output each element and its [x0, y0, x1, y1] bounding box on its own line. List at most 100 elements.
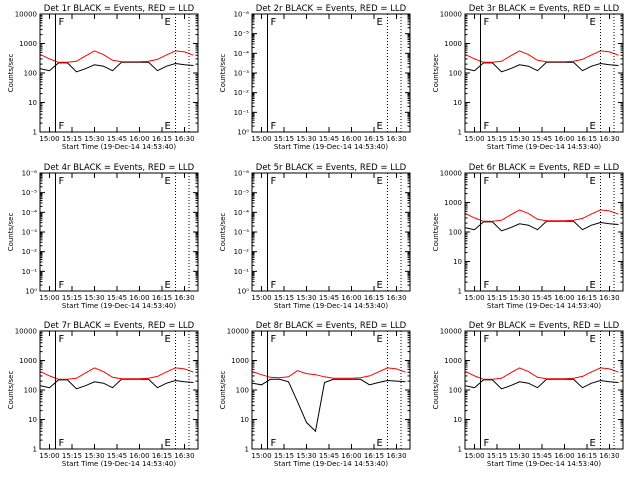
marker-label: E: [590, 121, 596, 132]
x-tick-label: 16:15: [364, 294, 384, 302]
y-tick-label: 10⁻¹: [234, 109, 250, 117]
marker-label: F: [484, 176, 490, 187]
x-tick-label: 16:00: [129, 135, 149, 143]
plot-frame: [251, 13, 411, 133]
x-tick-label: 16:30: [174, 294, 194, 302]
y-tick-label: 10000: [15, 328, 37, 336]
marker-label: F: [59, 121, 65, 132]
x-axis-label: Start Time (19-Dec-14 14:53:40): [274, 302, 388, 310]
y-tick-label: 10000: [15, 11, 37, 19]
y-tick-label: 10: [28, 416, 37, 424]
marker-label: F: [59, 176, 65, 187]
plot-frame: [251, 172, 411, 292]
marker-label: E: [377, 334, 383, 345]
y-tick-label: 1000: [231, 357, 249, 365]
panel-5: Det 5r BLACK = Events, RED = LLD 10⁰ 10⁻¹ 1…: [219, 163, 411, 310]
y-tick-label: 10000: [227, 328, 249, 336]
x-tick-label: 16:30: [386, 452, 406, 460]
x-tick-label: 15:45: [319, 452, 339, 460]
plot-frame: [464, 13, 624, 133]
marker-label: E: [165, 176, 171, 187]
panel-9: Det 9r BLACK = Events, RED = LLD 1 10 100 10…: [432, 321, 624, 468]
y-tick-label: 10000: [440, 328, 462, 336]
marker-label: E: [590, 176, 596, 187]
x-tick-label: 15:45: [532, 135, 552, 143]
y-tick-label: 1: [458, 446, 462, 454]
x-tick-label: 15:45: [107, 135, 127, 143]
marker-label: E: [165, 334, 171, 345]
marker-label: F: [59, 334, 65, 345]
marker-label: F: [59, 17, 65, 28]
y-tick-label: 10: [240, 416, 249, 424]
y-axis-label: Counts/sec: [432, 371, 440, 410]
x-tick-label: 16:15: [577, 135, 597, 143]
x-tick-label: 15:15: [62, 452, 82, 460]
y-axis-label: Counts/sec: [219, 371, 227, 410]
plot-frame: [39, 172, 199, 292]
y-tick-label: 100: [236, 387, 249, 395]
marker-label: E: [377, 438, 383, 449]
x-tick-label: 16:00: [554, 294, 574, 302]
y-tick-label: 10⁻²: [234, 248, 250, 256]
marker-label: F: [271, 438, 277, 449]
y-tick-label: 10⁰: [25, 288, 37, 296]
y-tick-label: 10⁻¹: [22, 268, 38, 276]
y-tick-label: 10⁻¹: [234, 268, 250, 276]
x-tick-label: 16:00: [554, 452, 574, 460]
y-tick-label: 1000: [444, 357, 462, 365]
x-tick-label: 15:45: [532, 294, 552, 302]
y-tick-label: 100: [449, 229, 462, 237]
lld-series-line: [252, 367, 406, 379]
panel-2: Det 2r BLACK = Events, RED = LLD 10⁰ 10⁻¹ 1…: [219, 4, 411, 151]
panel-8: Det 8r BLACK = Events, RED = LLD 1 10 100 10…: [219, 321, 411, 468]
panel-title: Det 6r BLACK = Events, RED = LLD: [469, 163, 620, 173]
x-tick-label: 16:30: [174, 135, 194, 143]
y-axis-label: Counts/sec: [7, 54, 15, 93]
events-series-line: [465, 61, 619, 73]
y-tick-label: 100: [449, 387, 462, 395]
marker-label: E: [590, 280, 596, 291]
y-tick-label: 10⁻⁴: [234, 50, 250, 58]
y-tick-label: 10⁻³: [234, 70, 250, 78]
events-series-line: [465, 378, 619, 390]
y-tick-label: 10⁻⁶: [22, 170, 38, 178]
x-tick-label: 16:00: [341, 452, 361, 460]
x-tick-label: 15:15: [274, 452, 294, 460]
y-tick-label: 10⁻³: [234, 229, 250, 237]
lld-series-line: [40, 367, 194, 380]
x-tick-label: 16:15: [152, 135, 172, 143]
panel-3: Det 3r BLACK = Events, RED = LLD 1 10 100 10…: [432, 4, 624, 151]
x-tick-label: 15:00: [251, 294, 271, 302]
x-tick-label: 15:30: [509, 452, 529, 460]
y-axis-label: Counts/sec: [7, 371, 15, 410]
panel-7: Det 7r BLACK = Events, RED = LLD 1 10 100 10…: [7, 321, 199, 468]
marker-label: E: [377, 176, 383, 187]
marker-label: E: [590, 334, 596, 345]
y-axis-label: Counts/sec: [432, 54, 440, 93]
x-tick-label: 15:30: [84, 135, 104, 143]
y-tick-label: 10⁰: [237, 288, 249, 296]
y-tick-label: 10000: [440, 11, 462, 19]
x-axis-label: Start Time (19-Dec-14 14:53:40): [274, 143, 388, 151]
x-tick-label: 15:15: [62, 135, 82, 143]
x-axis-label: Start Time (19-Dec-14 14:53:40): [487, 460, 601, 468]
y-axis-label: Counts/sec: [219, 54, 227, 93]
x-axis-label: Start Time (19-Dec-14 14:53:40): [487, 143, 601, 151]
x-tick-label: 15:45: [319, 294, 339, 302]
panel-title: Det 4r BLACK = Events, RED = LLD: [44, 163, 195, 173]
x-tick-label: 16:15: [577, 294, 597, 302]
marker-label: E: [377, 121, 383, 132]
x-tick-label: 16:30: [174, 452, 194, 460]
x-axis-label: Start Time (19-Dec-14 14:53:40): [487, 302, 601, 310]
x-tick-label: 15:15: [274, 294, 294, 302]
y-tick-label: 100: [449, 70, 462, 78]
y-tick-label: 10⁻²: [234, 89, 250, 97]
marker-label: E: [590, 438, 596, 449]
marker-label: F: [271, 334, 277, 345]
marker-label: F: [484, 334, 490, 345]
x-tick-label: 15:30: [296, 294, 316, 302]
x-axis-label: Start Time (19-Dec-14 14:53:40): [62, 143, 176, 151]
x-tick-label: 16:15: [152, 294, 172, 302]
y-axis-label: Counts/sec: [432, 213, 440, 252]
y-tick-label: 100: [24, 70, 37, 78]
